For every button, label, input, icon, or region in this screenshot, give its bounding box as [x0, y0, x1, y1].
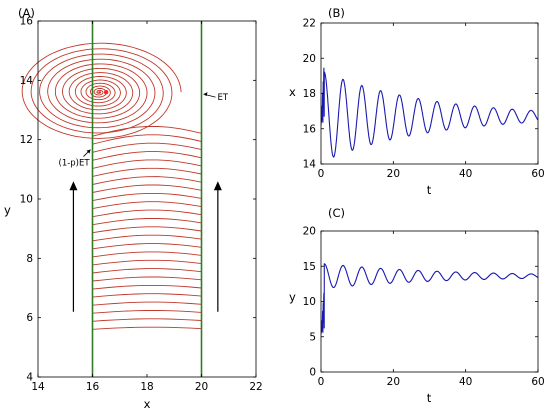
x-tick-label: 22	[249, 381, 262, 393]
y-tick-label: 10	[303, 296, 316, 308]
panel-b: (B) 0 20 40 60 14 16 18 20 22 t x	[289, 6, 545, 197]
x-tick-label: 0	[318, 168, 325, 180]
panel-c-plot	[321, 263, 538, 335]
panel-a-ylabel: y	[4, 203, 11, 217]
et-annotation: ET	[218, 93, 229, 103]
y-tick-label: 14	[303, 159, 317, 171]
panel-c-xlabel: t	[427, 391, 432, 405]
panel-a-xlabel: x	[144, 397, 151, 411]
x-tick-label: 14	[31, 381, 45, 393]
y-tick-label: 22	[303, 18, 316, 30]
panel-a-plot: ET (1-p)ET	[21, 21, 229, 377]
panel-a-frame	[37, 20, 257, 378]
focus-point	[103, 90, 109, 95]
panel-c-ticks: 0 20 40 60 0 5 10 15 20	[303, 226, 545, 389]
x-tick-label: 20	[195, 381, 208, 393]
x-tick-label: 0	[318, 376, 325, 388]
flow-arrow-head	[213, 181, 222, 191]
y-tick-label: 0	[309, 367, 316, 379]
y-tick-label: 6	[26, 312, 33, 324]
y-tick-label: 14	[20, 75, 34, 87]
pet-annotation: (1-p)ET	[59, 159, 91, 169]
y-tick-label: 8	[26, 253, 33, 265]
x-tick-label: 20	[387, 376, 400, 388]
pet-pointer-head	[86, 149, 91, 154]
panel-c-ylabel: y	[289, 290, 296, 304]
panel-b-xlabel: t	[427, 183, 432, 197]
time-series-line	[321, 263, 538, 335]
panel-c-frame	[320, 230, 539, 373]
x-tick-label: 40	[459, 376, 472, 388]
y-tick-label: 4	[26, 372, 33, 384]
y-tick-label: 16	[303, 123, 317, 135]
x-tick-label: 40	[459, 168, 472, 180]
x-tick-label: 60	[531, 168, 544, 180]
panel-b-ticks: 0 20 40 60 14 16 18 20 22	[303, 18, 545, 181]
time-series-line	[321, 67, 538, 158]
x-tick-label: 18	[140, 381, 153, 393]
panel-b-plot	[321, 67, 538, 158]
y-tick-label: 16	[20, 16, 34, 28]
flow-arrow-head	[69, 181, 78, 191]
panel-b-ylabel: x	[289, 85, 296, 99]
x-tick-label: 60	[531, 376, 544, 388]
panel-c-label: (C)	[328, 206, 345, 220]
panel-b-frame	[320, 22, 539, 165]
y-tick-label: 18	[303, 88, 316, 100]
panel-a: (A) ET (1-p)ET 14 16 18 20 22 4 6 8 10 12 14 16 x y	[4, 6, 263, 411]
panel-a-ticks: 14 16 18 20 22 4 6 8 10 12 14 16	[20, 16, 263, 394]
panel-c: (C) 0 20 40 60 0 5 10 15 20 t y	[289, 206, 545, 405]
et-pointer-head	[203, 92, 208, 97]
y-tick-label: 10	[20, 194, 33, 206]
y-tick-label: 5	[309, 331, 316, 343]
panel-b-label: (B)	[328, 6, 345, 20]
x-tick-label: 20	[387, 168, 400, 180]
y-tick-label: 12	[20, 134, 33, 146]
trajectory-spiral	[21, 42, 182, 139]
y-tick-label: 20	[303, 53, 316, 65]
y-tick-label: 20	[303, 226, 316, 238]
panel-a-label: (A)	[18, 6, 35, 20]
trajectory-arcs	[92, 126, 202, 330]
x-tick-label: 16	[86, 381, 100, 393]
y-tick-label: 15	[303, 261, 316, 273]
